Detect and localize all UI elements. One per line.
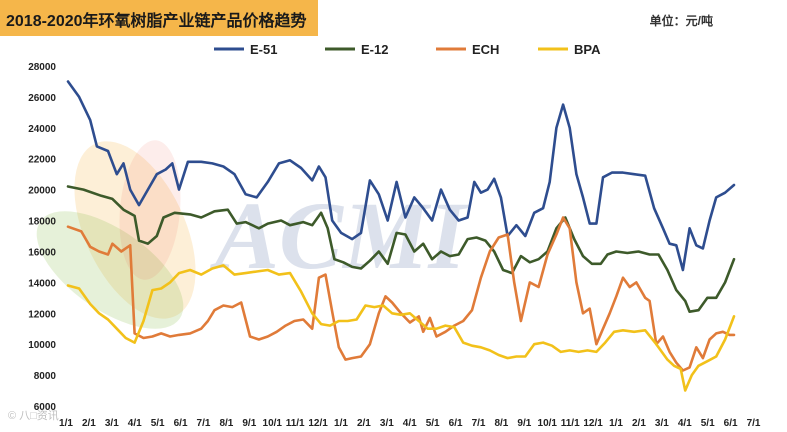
x-tick-label: 10/1 <box>538 418 558 429</box>
legend-label-ech: ECH <box>472 42 499 57</box>
x-tick-label: 5/1 <box>701 418 715 429</box>
x-tick-label: 1/1 <box>334 418 348 429</box>
y-tick-label: 18000 <box>28 217 56 228</box>
x-tick-label: 8/1 <box>219 418 233 429</box>
x-tick-label: 4/1 <box>678 418 692 429</box>
y-tick-label: 26000 <box>28 93 56 104</box>
y-tick-label: 28000 <box>28 62 56 73</box>
legend-label-e-12: E-12 <box>361 42 388 57</box>
y-tick-label: 24000 <box>28 124 56 135</box>
x-tick-label: 12/1 <box>308 418 328 429</box>
legend: E-51 E-12 ECH BPA <box>214 42 601 57</box>
series-line-e-51 <box>66 80 736 272</box>
y-tick-label: 8000 <box>34 371 57 382</box>
y-tick-label: 10000 <box>28 340 56 351</box>
x-tick-label: 2/1 <box>82 418 96 429</box>
x-tick-label: 5/1 <box>151 418 165 429</box>
y-tick-label: 20000 <box>28 186 56 197</box>
x-axis: 1/1 2/1 3/1 4/1 5/1 6/1 7/1 8/1 9/1 10/1 11/1 12/1 1… <box>59 418 761 429</box>
series-lines <box>66 80 736 392</box>
x-tick-label: 1/1 <box>59 418 73 429</box>
x-tick-label: 1/1 <box>609 418 623 429</box>
legend-label-bpa: BPA <box>574 42 601 57</box>
watermark-leaf-red <box>119 140 181 280</box>
y-tick-label: 12000 <box>28 309 56 320</box>
x-tick-label: 4/1 <box>403 418 417 429</box>
x-tick-label: 10/1 <box>263 418 283 429</box>
x-tick-label: 12/1 <box>583 418 603 429</box>
x-tick-label: 3/1 <box>105 418 119 429</box>
x-tick-label: 3/1 <box>380 418 394 429</box>
watermark-leaf-orange <box>74 141 196 319</box>
x-tick-label: 4/1 <box>128 418 142 429</box>
y-tick-label: 6000 <box>34 402 57 413</box>
x-tick-label: 7/1 <box>747 418 761 429</box>
y-axis: 6000 8000 10000 12000 14000 16000 18000 20000 22… <box>28 62 56 413</box>
x-tick-label: 11/1 <box>286 418 305 429</box>
x-tick-label: 8/1 <box>494 418 508 429</box>
series-line-ech <box>66 216 736 372</box>
x-tick-label: 9/1 <box>242 418 256 429</box>
series-line-e-12 <box>66 185 736 313</box>
x-tick-label: 7/1 <box>197 418 211 429</box>
y-tick-label: 14000 <box>28 278 56 289</box>
y-tick-label: 22000 <box>28 155 56 166</box>
x-tick-label: 6/1 <box>449 418 463 429</box>
unit-label: 单位：元/吨 <box>649 14 713 28</box>
x-tick-label: 7/1 <box>472 418 486 429</box>
title-banner: 2018-2020年环氧树脂产业链产品价格趋势 <box>0 0 318 36</box>
x-tick-label: 6/1 <box>724 418 738 429</box>
legend-label-e-51: E-51 <box>250 42 277 57</box>
x-tick-label: 3/1 <box>655 418 669 429</box>
x-tick-label: 2/1 <box>632 418 646 429</box>
x-tick-label: 2/1 <box>357 418 371 429</box>
x-tick-label: 9/1 <box>517 418 531 429</box>
watermark-leaf-green <box>36 211 184 329</box>
source-watermark: © 八□资讯 <box>8 410 59 422</box>
x-tick-label: 5/1 <box>426 418 440 429</box>
x-tick-label: 11/1 <box>561 418 580 429</box>
x-tick-label: 6/1 <box>174 418 188 429</box>
chart-title: 2018-2020年环氧树脂产业链产品价格趋势 <box>6 13 307 30</box>
series-line-bpa <box>66 264 736 392</box>
y-tick-label: 16000 <box>28 247 56 258</box>
